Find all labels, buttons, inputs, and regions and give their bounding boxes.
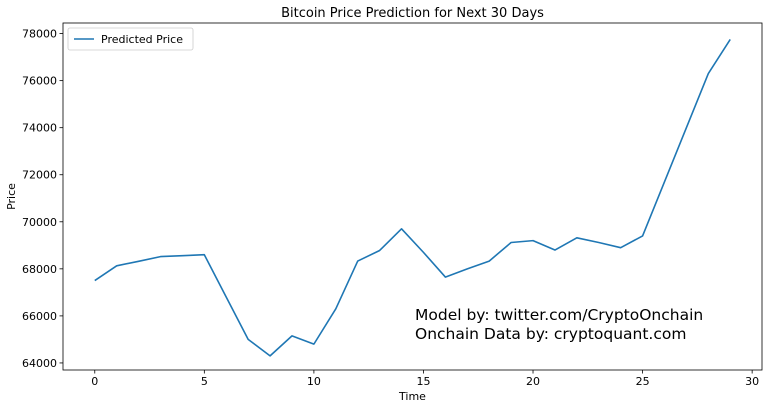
y-tick-label: 76000 <box>22 75 57 88</box>
chart-title: Bitcoin Price Prediction for Next 30 Day… <box>281 6 544 21</box>
series-line <box>94 39 731 357</box>
x-tick-label: 25 <box>636 375 650 388</box>
legend: Predicted Price <box>67 27 194 51</box>
series-layer <box>94 39 731 357</box>
legend-box <box>67 27 194 51</box>
x-tick-label: 30 <box>745 375 759 388</box>
x-tick-label: 0 <box>91 375 98 388</box>
x-tick-label: 10 <box>307 375 321 388</box>
annotation-model: Model by: twitter.com/CryptoOnchain <box>415 306 703 324</box>
y-axis-label: Price <box>5 183 18 210</box>
y-tick-label: 68000 <box>22 263 57 276</box>
x-tick-label: 15 <box>416 375 430 388</box>
y-tick-label: 66000 <box>22 310 57 323</box>
x-axis-ticks: 0 5 10 15 20 25 30 <box>91 370 759 388</box>
legend-label: Predicted Price <box>101 33 183 46</box>
y-tick-label: 70000 <box>22 216 57 229</box>
y-axis-ticks: 64000 66000 68000 70000 72000 74000 76000 78000 <box>22 28 63 370</box>
y-tick-label: 64000 <box>22 357 57 370</box>
annotation-data-source: Onchain Data by: cryptoquant.com <box>415 325 686 343</box>
y-tick-label: 78000 <box>22 28 57 41</box>
plot-area: 64000 66000 68000 70000 72000 74000 76000 78000… <box>22 22 763 388</box>
x-tick-label: 5 <box>201 375 208 388</box>
x-axis-label: Time <box>398 390 426 403</box>
plot-frame <box>62 22 763 371</box>
x-tick-label: 20 <box>526 375 540 388</box>
y-tick-label: 74000 <box>22 122 57 135</box>
y-tick-label: 72000 <box>22 169 57 182</box>
